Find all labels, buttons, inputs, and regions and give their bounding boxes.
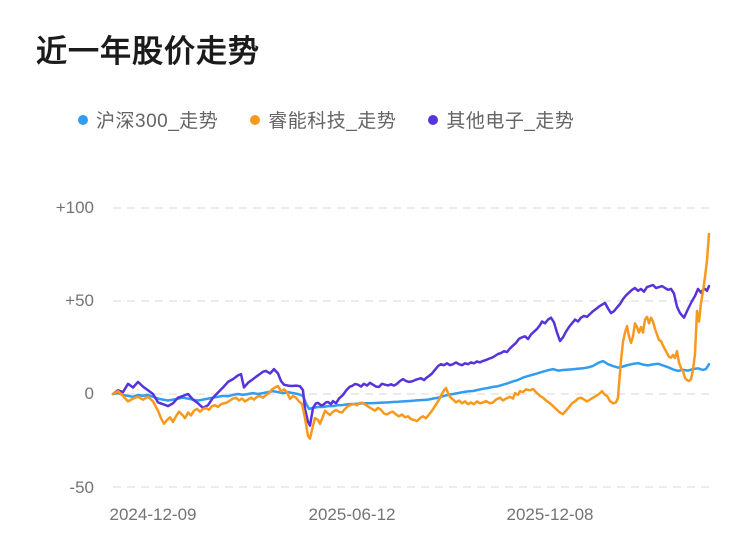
- legend-dot-icon: [428, 114, 439, 125]
- x-axis-tick-label: 2025-12-08: [506, 505, 594, 524]
- y-axis-tick-label: +50: [65, 291, 94, 310]
- x-axis-tick-label: 2025-06-12: [308, 505, 396, 524]
- legend-label: 睿能科技_走势: [268, 111, 397, 132]
- series-line-2: [111, 283, 711, 427]
- page-title: 近一年股价走势: [36, 34, 260, 69]
- y-axis-tick-label: -50: [69, 478, 94, 497]
- legend-label: 其他电子_走势: [446, 111, 575, 132]
- y-axis-tick-label: 0: [84, 384, 94, 403]
- series-line-1: [111, 232, 711, 440]
- x-axis-tick-label: 2024-12-09: [109, 505, 197, 524]
- legend: 沪深300_走势 睿能科技_走势 其他电子_走势: [78, 106, 574, 133]
- legend-item-other-electronics[interactable]: 其他电子_走势: [428, 106, 574, 133]
- legend-item-ruineng[interactable]: 睿能科技_走势: [250, 106, 396, 133]
- legend-item-hs300[interactable]: 沪深300_走势: [78, 106, 218, 133]
- y-axis-tick-label: +100: [55, 198, 94, 217]
- legend-label: 沪深300_走势: [96, 111, 219, 132]
- legend-dot-icon: [250, 114, 261, 125]
- legend-dot-icon: [78, 114, 88, 125]
